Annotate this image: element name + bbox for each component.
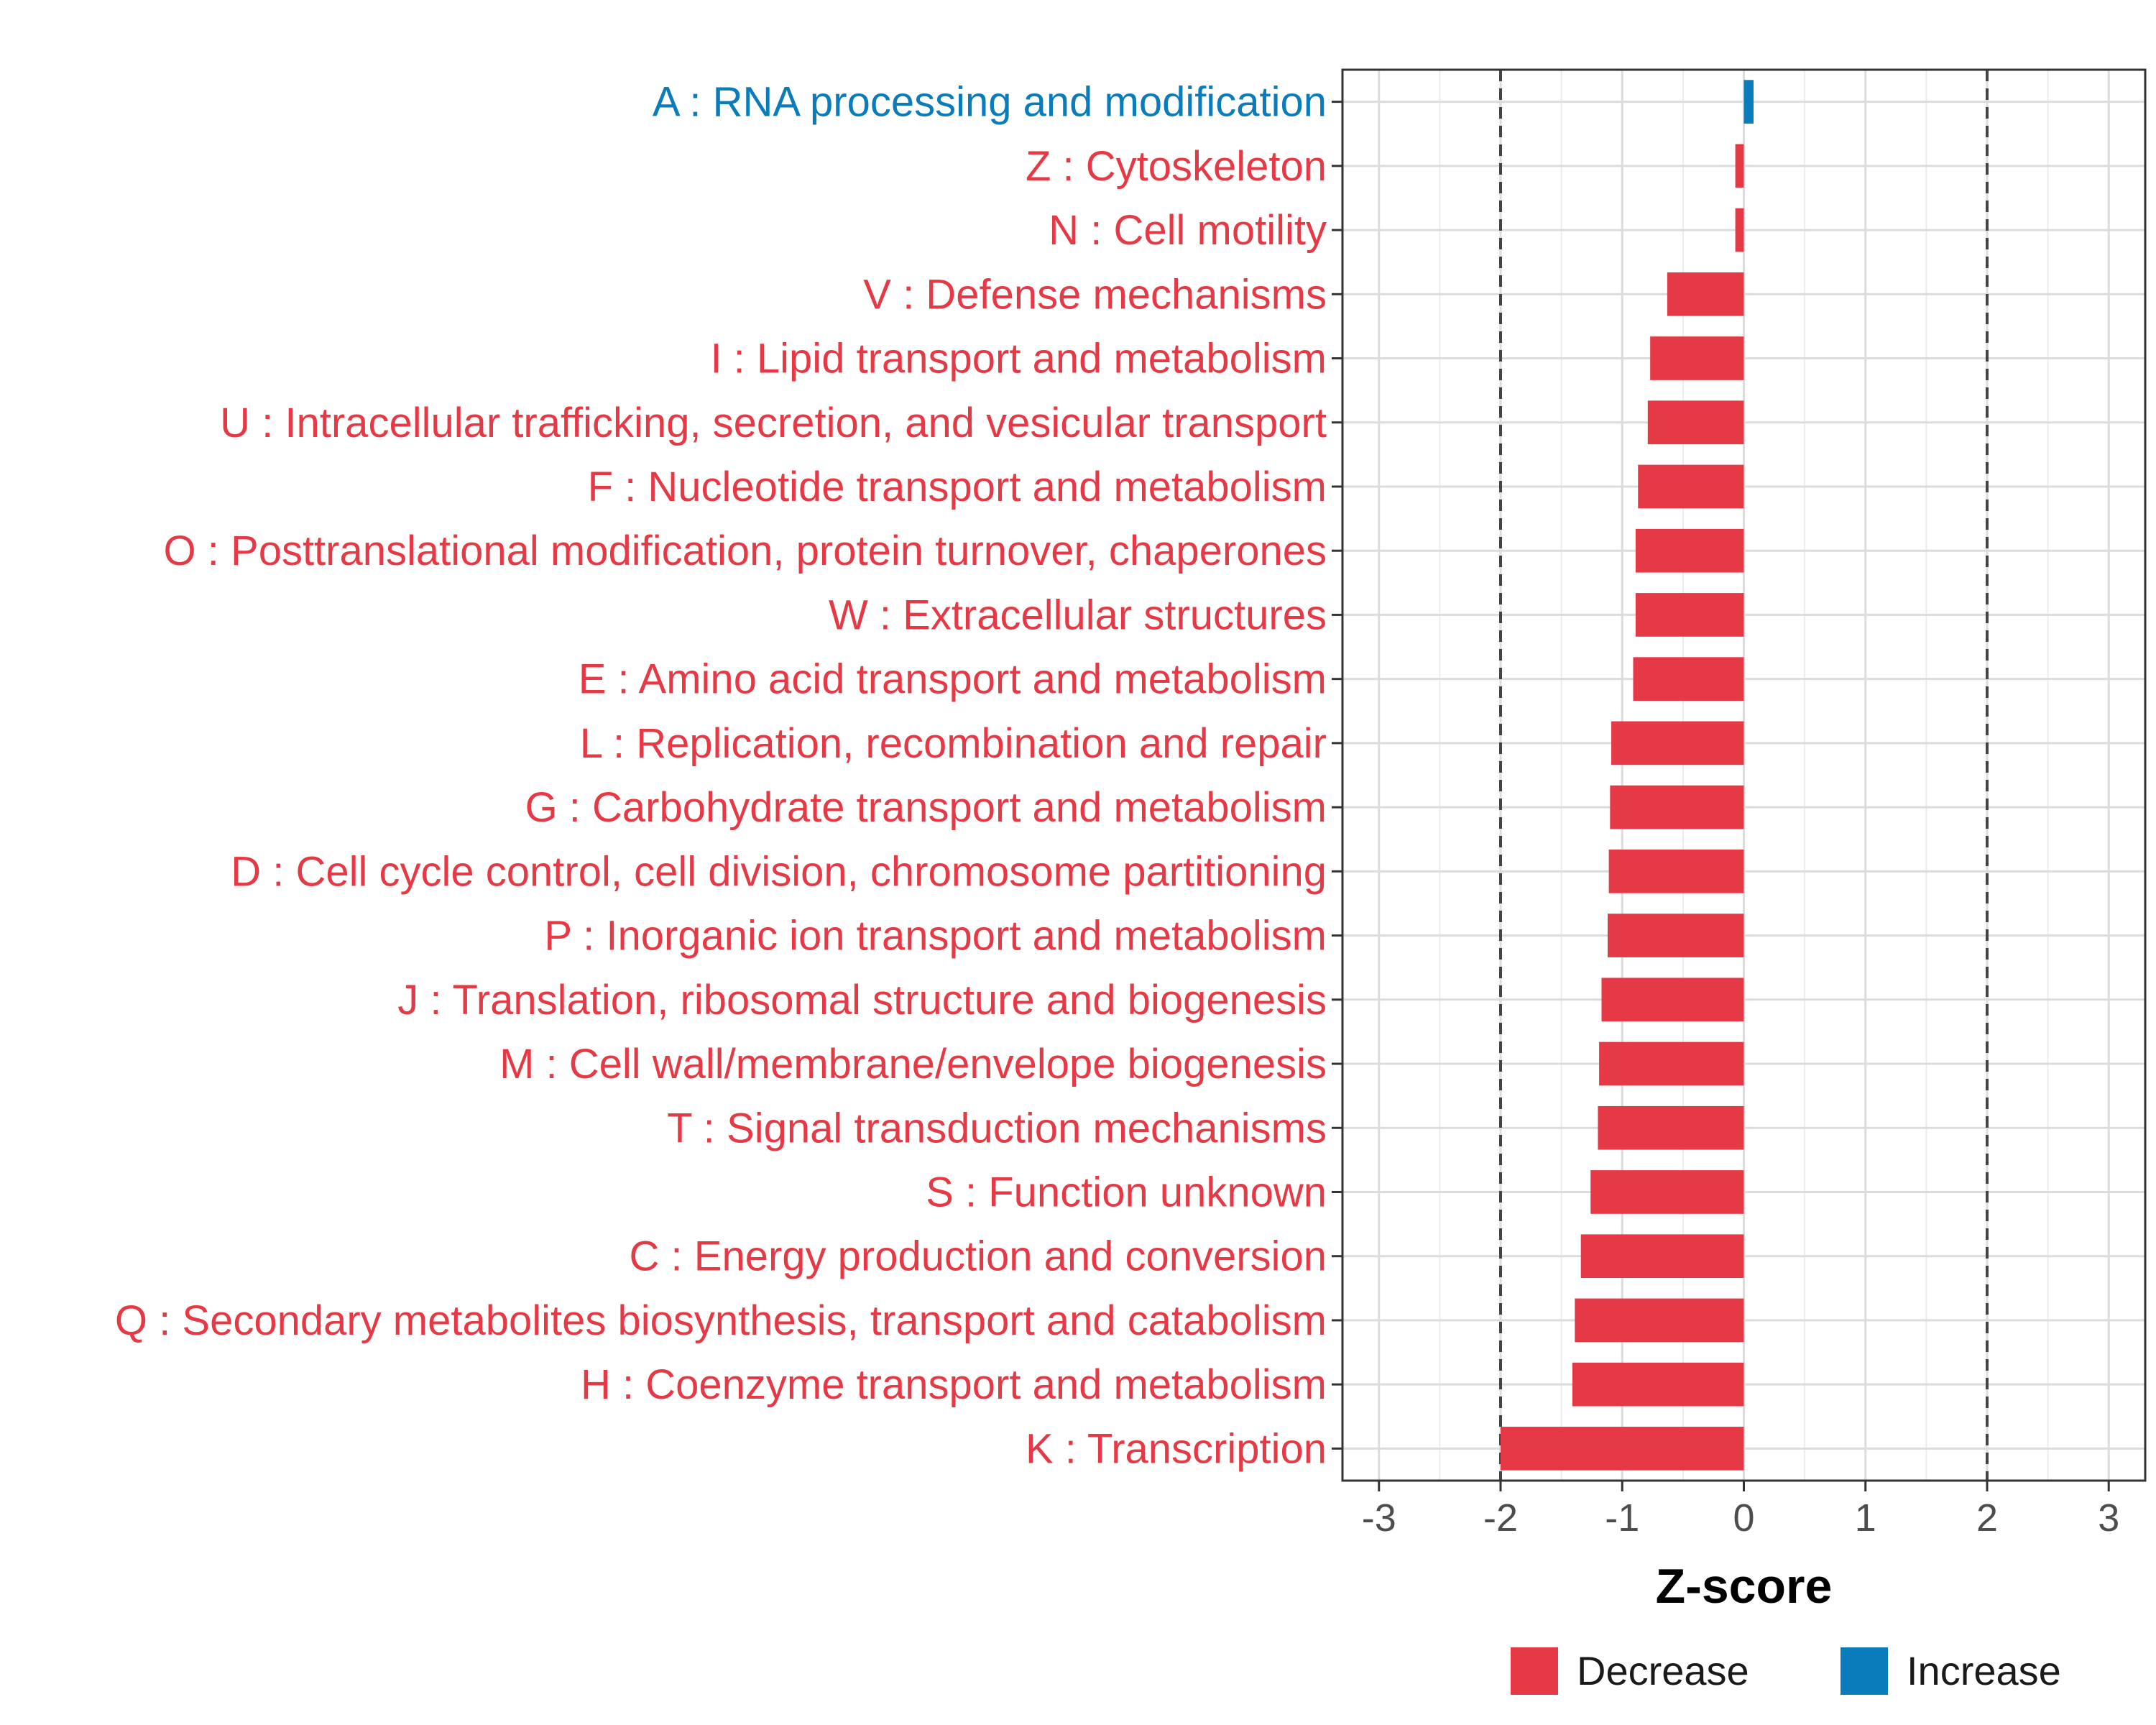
bar: [1601, 978, 1744, 1022]
category-label: J : Translation, ribosomal structure and…: [397, 977, 1327, 1024]
bar: [1607, 914, 1744, 957]
x-tick-label: 1: [1855, 1496, 1876, 1540]
legend-swatch: [1511, 1647, 1558, 1695]
bar: [1735, 144, 1744, 188]
x-tick-label: 0: [1733, 1496, 1754, 1540]
category-label: F : Nucleotide transport and metabolism: [588, 464, 1327, 510]
bar: [1610, 785, 1744, 829]
category-label: E : Amino acid transport and metabolism: [579, 656, 1327, 703]
category-label: Q : Secondary metabolites biosynthesis, …: [115, 1297, 1327, 1344]
category-label: P : Inorganic ion transport and metaboli…: [544, 913, 1327, 960]
legend-swatch: [1841, 1647, 1888, 1695]
category-label: I : Lipid transport and metabolism: [710, 336, 1327, 382]
bar: [1580, 1234, 1744, 1279]
bar: [1575, 1298, 1744, 1343]
bar: [1501, 1427, 1744, 1471]
category-label: A : RNA processing and modification: [653, 79, 1327, 126]
bar: [1599, 1041, 1744, 1086]
legend: Decrease Increase: [1511, 1647, 2061, 1695]
category-label: C : Energy production and conversion: [630, 1233, 1327, 1280]
x-tick-label: 2: [1976, 1496, 1998, 1540]
x-tick-label: -1: [1605, 1496, 1639, 1540]
category-label: D : Cell cycle control, cell division, c…: [231, 848, 1327, 895]
bar: [1735, 208, 1744, 252]
bar: [1635, 528, 1744, 573]
bar: [1611, 721, 1744, 765]
category-label: M : Cell wall/membrane/envelope biogenes…: [499, 1041, 1327, 1087]
bar: [1572, 1362, 1744, 1407]
bar: [1667, 272, 1744, 316]
legend-label: Decrease: [1577, 1648, 1749, 1693]
category-label: W : Extracellular structures: [829, 592, 1327, 638]
legend-label: Increase: [1907, 1648, 2061, 1693]
bar: [1635, 593, 1744, 637]
x-tick-label: -2: [1483, 1496, 1518, 1540]
category-label: G : Carbohydrate transport and metabolis…: [525, 784, 1327, 831]
y-axis-ticks: A : RNA processing and modification Z : C…: [115, 79, 1342, 1472]
bar: [1608, 850, 1744, 893]
bars: [1501, 80, 1754, 1471]
category-label: S : Function unknown: [926, 1169, 1327, 1215]
bar: [1650, 336, 1744, 380]
category-label: L : Replication, recombination and repai…: [580, 720, 1327, 767]
category-label: V : Defense mechanisms: [863, 271, 1327, 318]
category-label: U : Intracellular trafficking, secretion…: [220, 400, 1327, 446]
bar: [1647, 400, 1744, 445]
category-label: N : Cell motility: [1049, 207, 1327, 254]
bar: [1638, 464, 1744, 509]
bar: [1590, 1170, 1744, 1214]
x-axis-title: Z-score: [1656, 1559, 1833, 1614]
x-tick-label: -3: [1362, 1496, 1396, 1540]
bar: [1743, 80, 1754, 124]
category-label: Z : Cytoskeleton: [1026, 143, 1327, 190]
reference-lines: [1499, 70, 1989, 1481]
x-axis-ticks: -3 -2 -1 0 1 2 3: [1362, 1481, 2119, 1540]
x-tick-label: 3: [2098, 1496, 2119, 1540]
bar: [1633, 657, 1744, 701]
category-label: H : Coenzyme transport and metabolism: [581, 1361, 1327, 1408]
bar: [1598, 1105, 1744, 1150]
category-label: T : Signal transduction mechanisms: [667, 1105, 1327, 1151]
category-label: K : Transcription: [1026, 1425, 1327, 1472]
category-label: O : Posttranslational modification, prot…: [164, 528, 1327, 574]
